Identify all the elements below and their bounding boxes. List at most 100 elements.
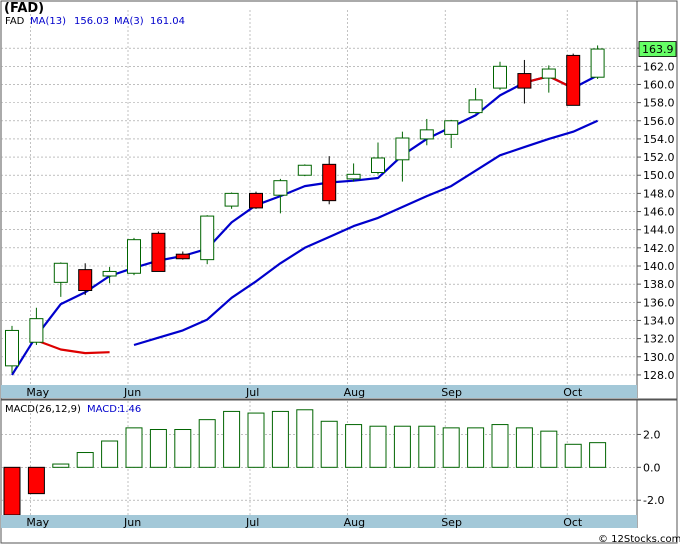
price-month-label: Jul <box>245 386 259 399</box>
price-tick-label: 130.0 <box>643 351 675 364</box>
candle <box>419 118 434 146</box>
candle-body <box>371 157 385 174</box>
candle <box>249 191 263 209</box>
candle <box>127 237 141 276</box>
price-panel <box>0 0 678 400</box>
candle <box>273 178 288 214</box>
candle-body <box>541 68 556 79</box>
candle <box>102 266 117 284</box>
legend-ma3-value: 161.04 <box>150 16 185 27</box>
candle <box>175 251 190 260</box>
macd-bar <box>149 429 167 468</box>
candlesticks <box>5 45 605 374</box>
candle-body <box>566 54 581 106</box>
candle-body <box>224 192 239 207</box>
macd-bar <box>271 410 289 468</box>
price-tick-label: 134.0 <box>643 314 675 327</box>
candle-body <box>419 129 434 140</box>
candle <box>517 59 532 104</box>
macd-bar <box>345 424 363 468</box>
price-tick-label: 152.0 <box>643 151 675 164</box>
candle-body <box>517 73 532 89</box>
macd-tick-label: 0.0 <box>643 461 661 474</box>
candle <box>468 88 483 114</box>
macd-bar <box>296 409 314 468</box>
macd-bar <box>198 419 216 468</box>
macd-bar <box>491 424 509 468</box>
price-tick-label: 144.0 <box>643 224 675 237</box>
price-tick-label: 136.0 <box>643 296 675 309</box>
price-month-band <box>1 385 637 398</box>
macd-bar <box>393 425 411 468</box>
price-month-labels: May Jun Jul Aug Sep Oct <box>26 386 583 399</box>
macd-month-label: Jun <box>123 516 141 529</box>
macd-bar <box>320 420 338 468</box>
macd-bar <box>3 466 21 516</box>
macd-month-label: Jul <box>245 516 259 529</box>
candle-body <box>590 48 605 78</box>
legend-ma3-label: MA(3) <box>114 16 144 27</box>
candle <box>346 163 361 182</box>
legend-ma13-value: 156.03 <box>74 16 109 27</box>
candle-body <box>102 270 117 277</box>
candle <box>590 45 605 80</box>
candle <box>5 325 19 374</box>
price-tick-label: 138.0 <box>643 278 675 291</box>
footer-credit: © 12Stocks.com <box>598 534 680 545</box>
price-tick-label: 160.0 <box>643 78 675 91</box>
macd-bar <box>467 427 485 468</box>
candle-body <box>273 180 288 196</box>
macd-tick-label: 2.0 <box>643 428 661 441</box>
chart-title: (FAD) <box>4 1 44 16</box>
last-price-tag: 163.9 <box>638 41 677 57</box>
candle <box>322 156 337 205</box>
candle <box>493 61 507 90</box>
macd-bar <box>515 427 533 468</box>
candle-body <box>322 163 337 202</box>
price-tick-label: 132.0 <box>643 333 675 346</box>
price-tick-label: 142.0 <box>643 242 675 255</box>
candle-body <box>53 262 68 283</box>
candle-body <box>444 120 459 135</box>
ma13-line <box>133 119 599 347</box>
macd-tick-label: -2.0 <box>643 494 664 507</box>
candle <box>444 119 459 148</box>
macd-legend-value: 1.46 <box>119 404 141 415</box>
price-tick-label: 156.0 <box>643 115 675 128</box>
candle-body <box>5 329 19 367</box>
macd-bar <box>442 427 460 468</box>
price-month-label: Jun <box>123 386 141 399</box>
macd-bar <box>369 425 387 468</box>
candle <box>566 53 581 106</box>
price-month-label: Sep <box>441 386 462 399</box>
candle-body <box>29 318 44 343</box>
candle-body <box>297 164 312 176</box>
candle <box>371 142 385 175</box>
macd-bar <box>101 440 119 468</box>
price-tick-label: 150.0 <box>643 169 675 182</box>
price-legend: FAD MA(13) 156.03 MA(3) 161.04 <box>5 16 185 27</box>
macd-bar <box>76 452 94 468</box>
price-month-label: May <box>26 386 49 399</box>
macd-month-band <box>1 515 637 528</box>
candle <box>200 215 215 265</box>
macd-legend-label: MACD(26,12,9) <box>5 404 81 415</box>
macd-month-label: Aug <box>344 516 365 529</box>
macd-bar <box>125 427 143 468</box>
macd-bar <box>589 442 607 468</box>
macd-month-label: Sep <box>441 516 462 529</box>
price-month-label: Oct <box>563 386 583 399</box>
macd-y-axis: -2.0 0.0 2.0 <box>636 400 664 528</box>
candle-body <box>249 192 263 209</box>
price-tick-label: 140.0 <box>643 260 675 273</box>
candle-body <box>175 253 190 260</box>
macd-bar <box>540 430 558 468</box>
price-month-label: Aug <box>344 386 365 399</box>
macd-month-labels: May Jun Jul Aug Sep Oct <box>26 516 583 529</box>
candle-body <box>78 269 93 292</box>
price-tick-label: 146.0 <box>643 206 675 219</box>
candle <box>297 164 312 177</box>
candle-body <box>127 239 141 274</box>
macd-month-label: Oct <box>563 516 583 529</box>
macd-bar <box>223 410 241 468</box>
